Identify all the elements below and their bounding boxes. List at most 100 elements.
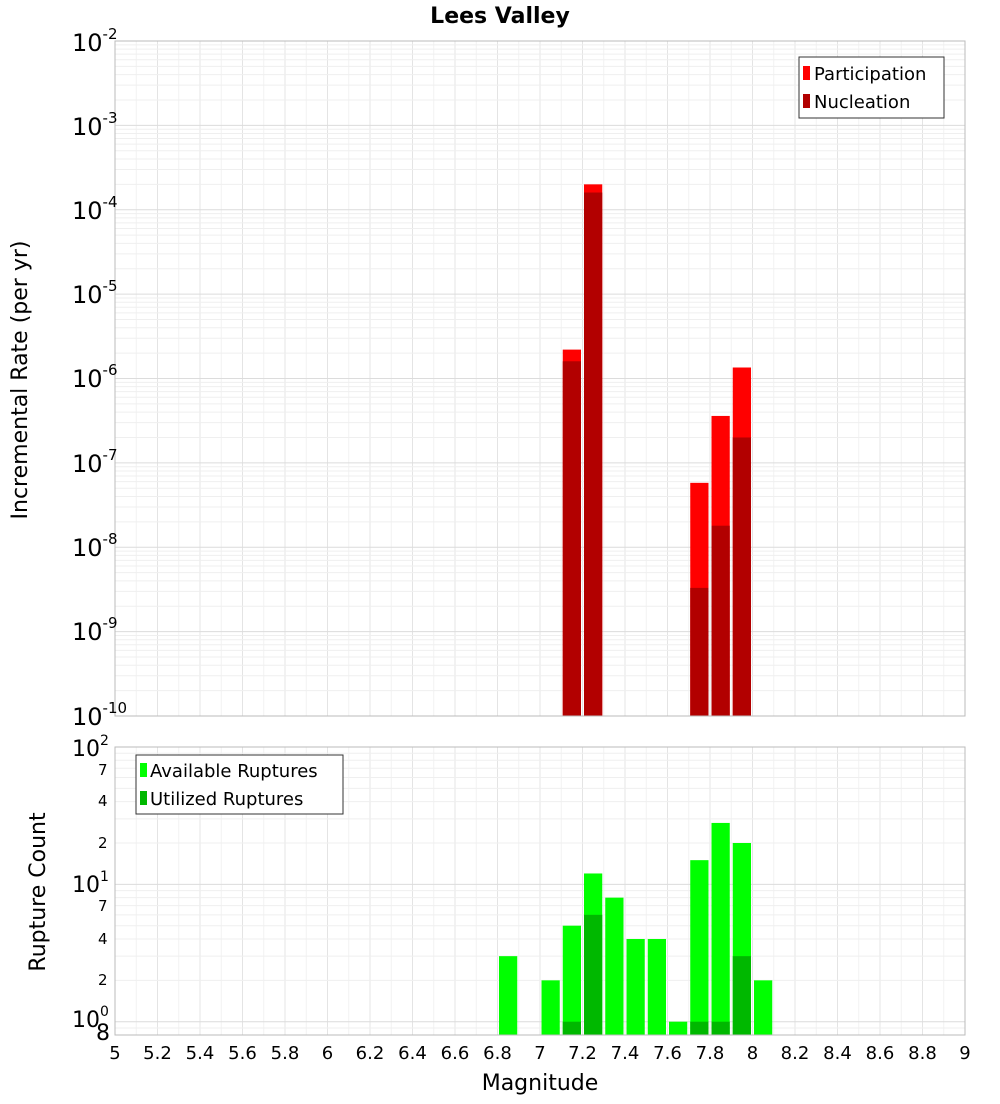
count-legend: Available Ruptures Utilized Ruptures	[135, 754, 344, 815]
nucleation-bar	[732, 437, 751, 716]
x-tick-label: 6.8	[483, 1043, 512, 1064]
rate-y-axis-label: Incremental Rate (per yr)	[8, 241, 33, 520]
count-y-tick-exponent: 2	[100, 733, 109, 749]
rate-legend-box	[798, 56, 945, 119]
count-y-minor-tick-label: 8	[96, 1021, 110, 1046]
legend-available-label: Available Ruptures	[150, 761, 318, 782]
x-tick-label: 5.6	[228, 1043, 257, 1064]
x-tick-label: 5	[109, 1043, 120, 1064]
rate-y-tick-base: 10	[72, 450, 103, 478]
rate-y-tick-exponent: -6	[103, 361, 118, 379]
available-ruptures-bar	[647, 939, 666, 1035]
rate-y-tick-label: 10-9	[72, 614, 118, 646]
legend-utilized-swatch	[140, 791, 147, 805]
rate-y-tick-exponent: -4	[103, 193, 118, 211]
count-y-tick-base: 10	[72, 737, 100, 762]
x-tick-label: 6.6	[441, 1043, 470, 1064]
utilized-ruptures-bar	[690, 1021, 709, 1035]
x-tick-label: 8.8	[908, 1043, 937, 1064]
count-y-tick-exponent: 0	[100, 1004, 109, 1020]
count-y-minor-tick-label: 2	[98, 834, 108, 852]
count-y-minor-tick-label: 7	[98, 761, 108, 779]
x-tick-label: 8.6	[866, 1043, 895, 1064]
utilized-ruptures-bar	[584, 914, 603, 1035]
count-y-minor-tick-label: 2	[98, 971, 108, 989]
rate-y-tick-exponent: -9	[103, 614, 118, 632]
x-tick-label: 5.2	[143, 1043, 172, 1064]
rate-plot-frame	[114, 40, 966, 717]
available-ruptures-bar	[711, 822, 730, 1035]
x-tick-label: 6.4	[398, 1043, 427, 1064]
legend-participation-label: Participation	[814, 64, 926, 85]
x-tick-label: 6	[322, 1043, 333, 1064]
count-y-tick-label: 100	[72, 1004, 109, 1033]
x-tick-label: 8	[747, 1043, 758, 1064]
x-tick-label: 5.8	[271, 1043, 300, 1064]
rate-y-tick-label: 10-10	[72, 699, 127, 731]
x-axis-label: Magnitude	[482, 1071, 599, 1096]
rate-y-tick-label: 10-4	[72, 193, 118, 225]
legend-participation-swatch	[803, 66, 810, 80]
available-ruptures-bar	[499, 956, 518, 1035]
count-y-minor-tick-label: 4	[98, 930, 108, 948]
rate-y-tick-base: 10	[72, 281, 103, 309]
rate-y-tick-base: 10	[72, 703, 103, 731]
available-ruptures-bar	[562, 925, 581, 1035]
rate-y-tick-base: 10	[72, 365, 103, 393]
x-tick-label: 9	[959, 1043, 970, 1064]
utilized-ruptures-bar	[732, 956, 751, 1035]
available-ruptures-bar	[605, 897, 624, 1035]
available-ruptures-bar	[754, 980, 773, 1035]
rate-bars	[562, 184, 751, 717]
rate-y-tick-label: 10-2	[72, 25, 118, 57]
nucleation-bar	[562, 361, 581, 716]
count-plot-frame	[114, 746, 966, 1036]
nucleation-bar	[711, 525, 730, 716]
nucleation-bar	[690, 587, 709, 716]
count-y-tick-base: 10	[72, 1008, 100, 1033]
rate-y-tick-base: 10	[72, 113, 103, 141]
count-y-tick-label: 102	[72, 733, 109, 762]
x-tick-label: 8.4	[823, 1043, 852, 1064]
x-tick-label: 7.6	[653, 1043, 682, 1064]
nucleation-bar	[584, 192, 603, 717]
legend-utilized-label: Utilized Ruptures	[150, 789, 303, 810]
x-tick-label: 5.4	[186, 1043, 215, 1064]
utilized-ruptures-bar	[562, 1021, 581, 1035]
count-y-minor-tick-label: 7	[98, 897, 108, 915]
available-ruptures-bar	[541, 980, 560, 1035]
rate-grid	[114, 41, 966, 717]
rate-y-tick-exponent: -5	[103, 277, 118, 295]
rate-y-tick-label: 10-5	[72, 277, 118, 309]
x-tick-label: 7.4	[611, 1043, 640, 1064]
legend-available-swatch	[140, 763, 147, 777]
rate-y-tick-exponent: -7	[103, 446, 118, 464]
legend-nucleation-label: Nucleation	[814, 92, 910, 113]
count-y-tick-exponent: 1	[100, 869, 109, 885]
x-tick-label: 8.2	[781, 1043, 810, 1064]
rate-y-ticks: 10-210-310-410-510-610-710-810-910-10	[72, 25, 127, 731]
rate-y-tick-base: 10	[72, 197, 103, 225]
rate-y-tick-base: 10	[72, 618, 103, 646]
x-tick-label: 7.2	[568, 1043, 597, 1064]
count-y-axis-label: Rupture Count	[26, 812, 51, 972]
count-x-ticks: 5 5.2 5.4 5.6 5.8 6 6.2 6.4 6.6 6.8 7 7.2 7.4 7.6 7.8 8…	[109, 1043, 970, 1064]
x-tick-label: 6.2	[356, 1043, 385, 1064]
rate-y-tick-exponent: -10	[103, 699, 128, 717]
count-legend-box	[135, 754, 344, 815]
count-y-tick-base: 10	[72, 873, 100, 898]
rate-y-tick-exponent: -2	[103, 25, 118, 43]
utilized-ruptures-bar	[711, 1021, 730, 1035]
rate-y-tick-base: 10	[72, 534, 103, 562]
rate-y-tick-label: 10-8	[72, 530, 118, 562]
rate-y-tick-label: 10-6	[72, 361, 118, 393]
rate-y-tick-exponent: -8	[103, 530, 118, 548]
rate-y-tick-exponent: -3	[103, 109, 118, 127]
available-ruptures-bar	[669, 1021, 688, 1035]
rate-y-tick-base: 10	[72, 29, 103, 57]
rate-panel: 10-210-310-410-510-610-710-810-910-10 In…	[8, 25, 966, 731]
